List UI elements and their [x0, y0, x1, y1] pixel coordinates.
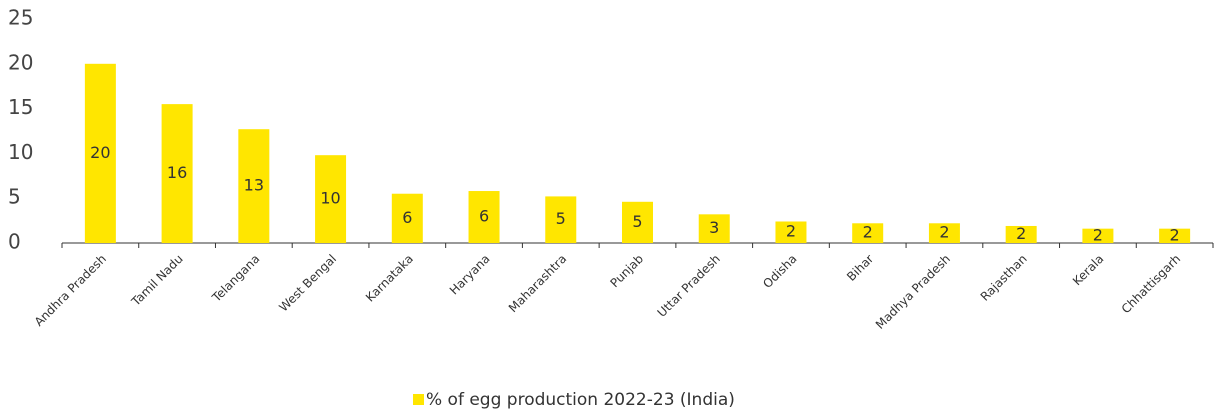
value-label: 10	[320, 189, 340, 208]
bar	[852, 223, 884, 243]
x-tick-label: Telangana	[209, 252, 263, 306]
y-tick-label: 5	[8, 185, 21, 209]
x-tick-label: Punjab	[608, 252, 647, 291]
x-tick-label: Kerala	[1070, 252, 1107, 289]
bar	[622, 201, 653, 243]
value-label: 2	[1016, 224, 1026, 243]
value-label: 2	[939, 223, 949, 242]
x-tick-label: Bihar	[844, 252, 876, 284]
x-tick-label: Uttar Pradesh	[655, 252, 723, 320]
legend-label: % of egg production 2022-23 (India)	[426, 390, 735, 410]
bar	[238, 129, 270, 243]
x-tick-label: Rajasthan	[978, 252, 1030, 304]
value-label: 2	[1170, 225, 1180, 244]
x-tick-label: Andhra Pradesh	[32, 252, 109, 329]
bar	[1082, 228, 1114, 243]
bar	[84, 63, 116, 243]
y-tick-label: 0	[8, 230, 21, 254]
x-tick-label: Karnataka	[363, 252, 416, 305]
bar	[315, 155, 347, 243]
value-label: 2	[863, 223, 873, 242]
x-tick-label: West Bengal	[276, 252, 339, 315]
y-tick-label: 15	[8, 95, 33, 119]
value-label: 6	[479, 207, 489, 226]
value-label: 5	[556, 209, 566, 228]
y-tick-label: 20	[8, 50, 33, 74]
value-label: 2	[786, 222, 796, 241]
value-label: 2	[1093, 225, 1103, 244]
bar	[775, 221, 807, 243]
x-tick-label: Madhya Pradesh	[873, 252, 953, 332]
bar	[391, 193, 423, 243]
bar	[928, 223, 960, 243]
value-label: 16	[167, 163, 187, 182]
value-label: 13	[244, 176, 264, 195]
bar	[1005, 225, 1037, 243]
y-tick-label: 25	[8, 6, 33, 30]
value-label: 20	[90, 143, 110, 162]
x-tick-label: Tamil Nadu	[128, 252, 186, 310]
bar	[468, 191, 500, 243]
legend-swatch	[413, 394, 424, 405]
bar	[1159, 228, 1191, 243]
x-tick-label: Haryana	[447, 252, 493, 298]
x-tick-label: Chhattisgarh	[1119, 252, 1184, 317]
value-label: 3	[709, 218, 719, 237]
x-tick-label: Odisha	[760, 252, 799, 291]
value-label: 5	[632, 212, 642, 231]
value-label: 6	[402, 208, 412, 227]
bar	[545, 196, 577, 243]
bar	[161, 104, 193, 244]
bar	[698, 214, 730, 243]
y-tick-label: 10	[8, 140, 33, 164]
x-tick-label: Maharashtra	[506, 252, 570, 316]
